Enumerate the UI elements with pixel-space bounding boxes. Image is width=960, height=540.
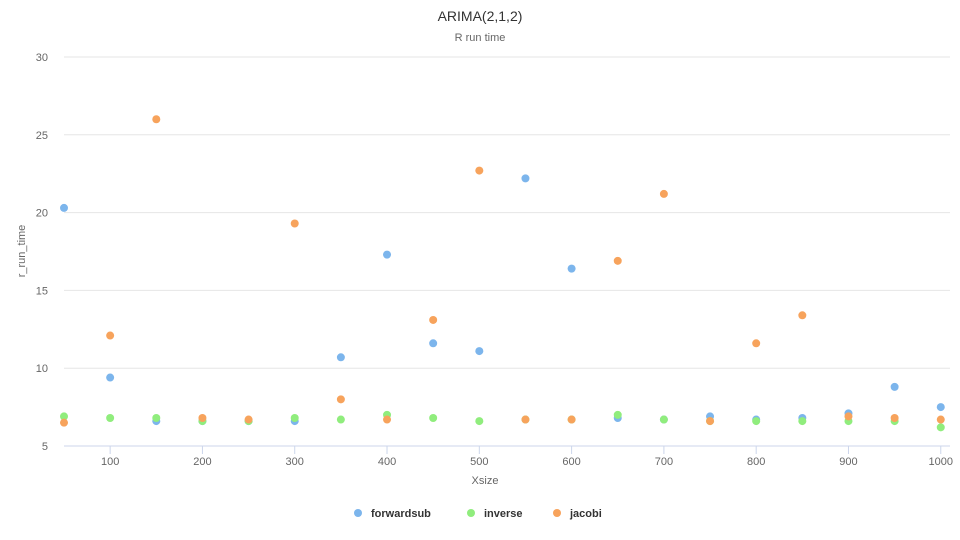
data-point-forwardsub[interactable] — [383, 250, 392, 259]
data-point-jacobi[interactable] — [60, 418, 68, 427]
x-tick-label: 900 — [839, 456, 857, 468]
data-point-jacobi[interactable] — [106, 331, 115, 340]
x-tick-label: 800 — [747, 456, 765, 468]
chart-subtitle: R run time — [455, 32, 506, 44]
data-point-jacobi[interactable] — [567, 415, 576, 424]
legend-label: inverse — [484, 508, 523, 520]
y-tick-label: 10 — [36, 363, 48, 375]
x-axis-title: Xsize — [472, 475, 499, 487]
data-point-inverse[interactable] — [752, 417, 761, 426]
data-point-jacobi[interactable] — [613, 256, 622, 265]
data-point-forwardsub[interactable] — [936, 403, 945, 412]
data-point-jacobi[interactable] — [890, 413, 899, 422]
y-tick-label: 25 — [36, 130, 48, 142]
data-point-forwardsub[interactable] — [429, 339, 438, 348]
data-point-forwardsub[interactable] — [567, 264, 576, 273]
data-point-jacobi[interactable] — [521, 415, 530, 424]
data-point-jacobi[interactable] — [383, 415, 392, 424]
data-point-forwardsub[interactable] — [521, 174, 530, 183]
legend-marker — [467, 509, 475, 517]
data-point-inverse[interactable] — [475, 417, 484, 426]
data-point-forwardsub[interactable] — [336, 353, 345, 362]
data-point-jacobi[interactable] — [198, 413, 207, 422]
x-tick-label: 600 — [562, 456, 580, 468]
x-tick-label: 300 — [286, 456, 304, 468]
data-point-jacobi[interactable] — [936, 415, 945, 424]
data-point-inverse[interactable] — [659, 415, 668, 424]
y-tick-label: 15 — [36, 285, 48, 297]
grid-lines — [64, 56, 950, 447]
data-point-jacobi[interactable] — [798, 311, 807, 320]
data-point-jacobi[interactable] — [475, 166, 484, 175]
data-point-jacobi[interactable] — [336, 395, 345, 404]
data-points — [60, 115, 945, 432]
data-point-inverse[interactable] — [936, 423, 945, 432]
x-tick-label: 200 — [193, 456, 211, 468]
x-axis-ticks: 100 200 300 400 500 600 700 800 900 1000 — [101, 456, 953, 468]
legend-item-jacobi[interactable]: jacobi — [553, 508, 602, 520]
data-point-forwardsub[interactable] — [106, 373, 115, 382]
x-tick-label: 100 — [101, 456, 119, 468]
x-tick-label: 400 — [378, 456, 396, 468]
series-forwardsub — [60, 174, 945, 426]
legend-item-forwardsub[interactable]: forwardsub — [354, 508, 431, 520]
data-point-forwardsub[interactable] — [890, 382, 899, 391]
legend-label: forwardsub — [371, 508, 431, 520]
data-point-inverse[interactable] — [613, 410, 622, 419]
y-tick-label: 20 — [36, 208, 48, 220]
legend-item-inverse[interactable]: inverse — [467, 508, 523, 520]
series-inverse — [60, 410, 945, 432]
data-point-inverse[interactable] — [106, 413, 115, 422]
data-point-jacobi[interactable] — [152, 115, 161, 124]
y-tick-label: 30 — [36, 52, 48, 64]
data-point-jacobi[interactable] — [290, 219, 299, 228]
data-point-forwardsub[interactable] — [60, 203, 68, 212]
x-axis — [64, 445, 950, 454]
legend-marker — [553, 509, 561, 517]
data-point-inverse[interactable] — [429, 413, 438, 422]
data-point-forwardsub[interactable] — [475, 347, 484, 356]
legend-label: jacobi — [569, 508, 602, 520]
data-point-jacobi[interactable] — [659, 189, 668, 198]
y-axis-title: r_run_time — [16, 225, 28, 278]
x-tick-label: 500 — [470, 456, 488, 468]
data-point-inverse[interactable] — [798, 417, 807, 426]
data-point-jacobi[interactable] — [706, 417, 715, 426]
data-point-inverse[interactable] — [152, 413, 161, 422]
x-tick-label: 1000 — [929, 456, 953, 468]
chart-title: ARIMA(2,1,2) — [438, 8, 523, 24]
data-point-inverse[interactable] — [290, 413, 299, 422]
data-point-jacobi[interactable] — [429, 315, 438, 324]
y-axis-ticks: 5 10 15 20 25 30 — [36, 52, 48, 453]
series-jacobi — [60, 115, 945, 427]
x-tick-label: 700 — [655, 456, 673, 468]
data-point-inverse[interactable] — [60, 412, 68, 421]
legend: forwardsub inverse jacobi — [354, 508, 602, 520]
data-point-jacobi[interactable] — [752, 339, 761, 348]
data-point-jacobi[interactable] — [244, 415, 253, 424]
y-tick-label: 5 — [42, 441, 48, 453]
data-point-inverse[interactable] — [336, 415, 345, 424]
legend-marker — [354, 509, 362, 517]
data-point-jacobi[interactable] — [844, 412, 853, 421]
